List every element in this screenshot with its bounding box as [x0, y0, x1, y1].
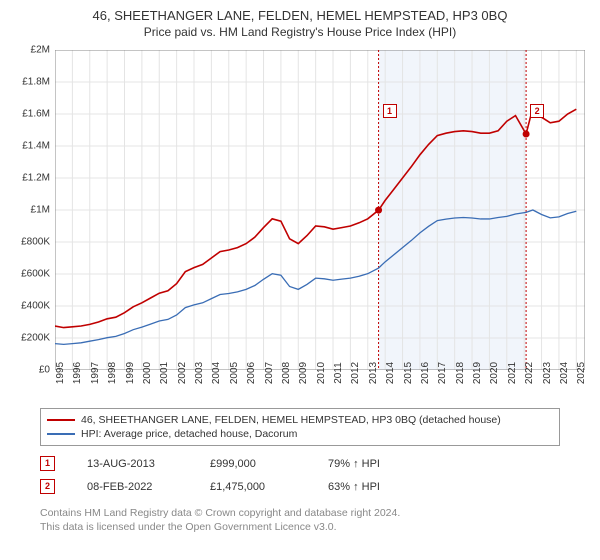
x-axis-label: 2020 — [489, 362, 500, 384]
x-axis-label: 2008 — [281, 362, 292, 384]
x-axis-label: 1998 — [107, 362, 118, 384]
x-axis-label: 2022 — [524, 362, 535, 384]
sale-delta: 79% ↑ HPI — [328, 458, 380, 470]
x-axis-label: 2018 — [455, 362, 466, 384]
x-axis-label: 2003 — [194, 362, 205, 384]
x-axis-label: 2017 — [437, 362, 448, 384]
sales-table: 1 13-AUG-2013 £999,000 79% ↑ HPI 2 08-FEB-202… — [40, 452, 380, 498]
sale-delta: 63% ↑ HPI — [328, 481, 380, 493]
sale-date: 13-AUG-2013 — [87, 458, 182, 470]
chart-title-address: 46, SHEETHANGER LANE, FELDEN, HEMEL HEMP… — [0, 0, 600, 23]
sale-row: 2 08-FEB-2022 £1,475,000 63% ↑ HPI — [40, 475, 380, 498]
x-axis-label: 2007 — [264, 362, 275, 384]
x-axis-label: 2011 — [333, 362, 344, 384]
legend-label: 46, SHEETHANGER LANE, FELDEN, HEMEL HEMP… — [81, 414, 501, 426]
footer-line-1: Contains HM Land Registry data © Crown c… — [40, 506, 400, 520]
sale-price: £1,475,000 — [210, 481, 300, 493]
sale-badge: 2 — [40, 479, 55, 494]
x-axis-label: 2019 — [472, 362, 483, 384]
legend: 46, SHEETHANGER LANE, FELDEN, HEMEL HEMP… — [40, 408, 560, 446]
legend-item: 46, SHEETHANGER LANE, FELDEN, HEMEL HEMP… — [47, 413, 553, 427]
footer-attribution: Contains HM Land Registry data © Crown c… — [40, 506, 400, 534]
x-axis-label: 2009 — [298, 362, 309, 384]
x-axis-label: 2021 — [507, 362, 518, 384]
legend-item: HPI: Average price, detached house, Daco… — [47, 427, 553, 441]
x-axis-label: 2015 — [403, 362, 414, 384]
x-axis-label: 2023 — [542, 362, 553, 384]
chart-area: £0£200K£400K£600K£800K£1M£1.2M£1.4M£1.6M… — [55, 50, 585, 370]
y-axis-label: £200K — [21, 333, 50, 344]
x-axis-label: 2024 — [559, 362, 570, 384]
x-axis-label: 1997 — [90, 362, 101, 384]
x-axis-label: 2010 — [316, 362, 327, 384]
line-chart — [55, 50, 585, 370]
y-axis-label: £0 — [39, 365, 50, 376]
sale-badge: 1 — [40, 456, 55, 471]
legend-swatch — [47, 433, 75, 435]
y-axis-label: £600K — [21, 269, 50, 280]
footer-line-2: This data is licensed under the Open Gov… — [40, 520, 400, 534]
x-axis-label: 2006 — [246, 362, 257, 384]
x-axis-label: 2014 — [385, 362, 396, 384]
sale-date: 08-FEB-2022 — [87, 481, 182, 493]
x-axis-label: 2013 — [368, 362, 379, 384]
y-axis-label: £1.6M — [22, 109, 50, 120]
sale-marker-2: 2 — [530, 104, 544, 118]
x-axis-label: 1996 — [72, 362, 83, 384]
y-axis-label: £1.8M — [22, 77, 50, 88]
x-axis-label: 2012 — [350, 362, 361, 384]
y-axis-label: £1.4M — [22, 141, 50, 152]
x-axis-label: 2000 — [142, 362, 153, 384]
y-axis-label: £800K — [21, 237, 50, 248]
x-axis-label: 2001 — [159, 362, 170, 384]
x-axis-label: 1995 — [55, 362, 66, 384]
x-axis-label: 2002 — [177, 362, 188, 384]
legend-swatch — [47, 419, 75, 421]
legend-label: HPI: Average price, detached house, Daco… — [81, 428, 297, 440]
sale-price: £999,000 — [210, 458, 300, 470]
x-axis-label: 1999 — [125, 362, 136, 384]
y-axis-label: £400K — [21, 301, 50, 312]
x-axis-label: 2005 — [229, 362, 240, 384]
x-axis-label: 2016 — [420, 362, 431, 384]
chart-subtitle: Price paid vs. HM Land Registry's House … — [0, 23, 600, 39]
sale-row: 1 13-AUG-2013 £999,000 79% ↑ HPI — [40, 452, 380, 475]
y-axis-label: £1M — [31, 205, 50, 216]
x-axis-label: 2004 — [211, 362, 222, 384]
sale-marker-1: 1 — [383, 104, 397, 118]
y-axis-label: £1.2M — [22, 173, 50, 184]
y-axis-label: £2M — [31, 45, 50, 56]
x-axis-label: 2025 — [576, 362, 587, 384]
